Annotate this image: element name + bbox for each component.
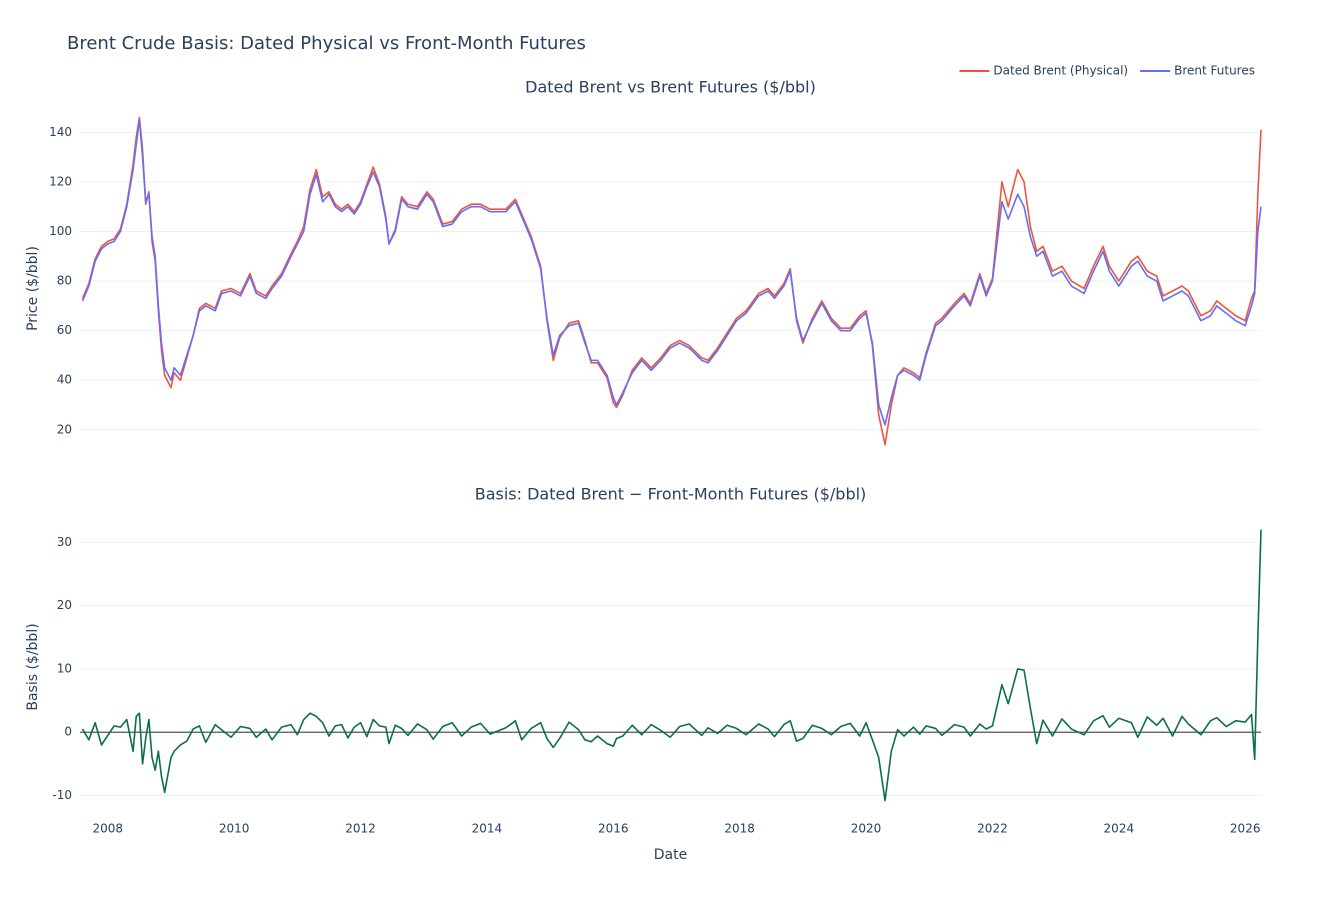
figure-title: Brent Crude Basis: Dated Physical vs Fro… bbox=[67, 33, 586, 54]
y-tick-label: 80 bbox=[57, 274, 72, 288]
y-tick-label: 60 bbox=[57, 323, 72, 337]
legend-label: Brent Futures bbox=[1174, 64, 1255, 78]
x-tick-label: 2020 bbox=[851, 822, 882, 836]
x-tick-label: 2010 bbox=[219, 822, 250, 836]
x-tick-label: 2024 bbox=[1104, 822, 1135, 836]
subplot-title: Dated Brent vs Brent Futures ($/bbl) bbox=[525, 78, 816, 97]
x-tick-label: 2016 bbox=[598, 822, 629, 836]
series-line bbox=[81, 116, 1262, 446]
y-axis-title: Basis ($/bbl) bbox=[25, 623, 41, 710]
x-axis-title: Date bbox=[654, 847, 687, 863]
x-tick-label: 2018 bbox=[724, 822, 755, 836]
x-tick-label: 2014 bbox=[472, 822, 503, 836]
series-line bbox=[81, 119, 1262, 426]
x-tick-label: 2022 bbox=[977, 822, 1008, 836]
y-axis-title: Price ($/bbl) bbox=[25, 246, 41, 331]
subplot-title: Basis: Dated Brent − Front-Month Futures… bbox=[475, 485, 867, 504]
y-tick-label: 20 bbox=[57, 422, 72, 436]
y-tick-label: 0 bbox=[64, 725, 72, 739]
x-tick-label: 2026 bbox=[1230, 822, 1261, 836]
y-tick-label: -10 bbox=[52, 788, 72, 802]
y-tick-label: 40 bbox=[57, 373, 72, 387]
y-tick-label: 10 bbox=[57, 661, 72, 675]
y-tick-label: 120 bbox=[49, 174, 72, 188]
y-tick-label: 30 bbox=[57, 535, 72, 549]
y-tick-label: 100 bbox=[49, 224, 72, 238]
x-tick-label: 2008 bbox=[93, 822, 124, 836]
y-tick-label: 140 bbox=[49, 125, 72, 139]
legend-label: Dated Brent (Physical) bbox=[993, 64, 1128, 78]
series-line bbox=[81, 529, 1262, 802]
x-tick-label: 2012 bbox=[345, 822, 376, 836]
y-tick-label: 20 bbox=[57, 598, 72, 612]
